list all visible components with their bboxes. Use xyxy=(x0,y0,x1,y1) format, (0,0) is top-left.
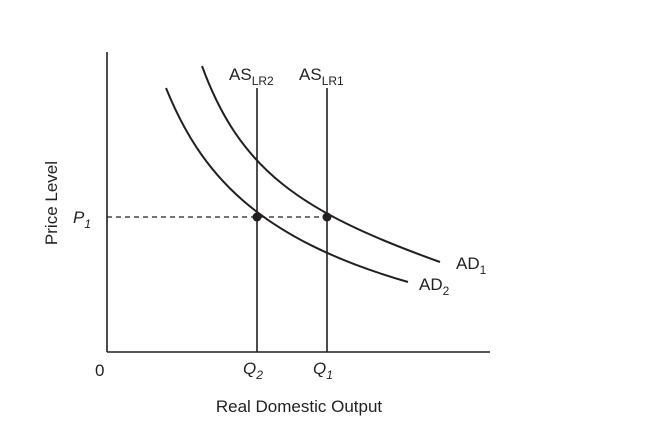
output-label-q1: Q1 xyxy=(313,359,333,382)
output-label-q2: Q2 xyxy=(243,359,263,382)
equilibrium-point-2 xyxy=(252,212,262,222)
y-axis-label: Price Level xyxy=(42,161,61,245)
ad2-curve xyxy=(165,87,409,283)
origin-label: 0 xyxy=(95,361,104,380)
as-lr1-label: ASLR1 xyxy=(299,65,344,88)
ad1-curve xyxy=(201,65,441,263)
as-lr2-label: ASLR2 xyxy=(229,65,274,88)
ad2-label: AD2 xyxy=(419,275,450,298)
price-label-p1: P1 xyxy=(73,208,91,231)
x-axis-label: Real Domestic Output xyxy=(216,397,383,416)
ad1-label: AD1 xyxy=(456,254,487,277)
equilibrium-point-1 xyxy=(322,212,332,222)
